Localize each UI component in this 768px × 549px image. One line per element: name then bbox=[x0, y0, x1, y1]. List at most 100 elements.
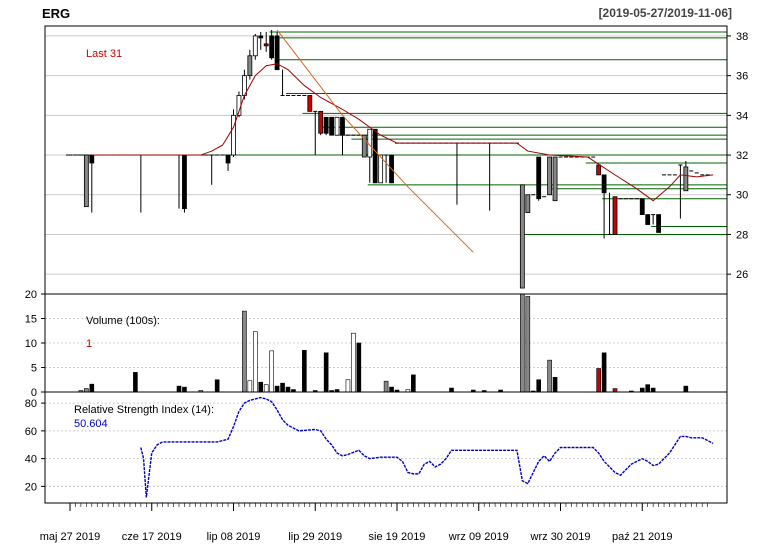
volume-bar bbox=[383, 380, 389, 393]
volume-bar bbox=[645, 384, 651, 393]
candle-body bbox=[683, 166, 689, 192]
rsi-tick-label: 20 bbox=[25, 481, 37, 493]
volume-bar bbox=[176, 385, 182, 393]
candle-body bbox=[252, 35, 258, 57]
candle-body bbox=[645, 214, 651, 225]
volume-bar bbox=[253, 331, 258, 393]
candle-body bbox=[656, 214, 661, 233]
volume-bar bbox=[242, 310, 247, 393]
volume-tick-label: 20 bbox=[25, 289, 37, 301]
candle-body bbox=[536, 156, 542, 200]
volume-bar bbox=[520, 293, 525, 393]
candle-body bbox=[182, 154, 187, 210]
volume-bar bbox=[182, 386, 187, 393]
candle-body bbox=[323, 116, 329, 134]
volume-bar bbox=[302, 350, 307, 393]
volume-bar bbox=[269, 350, 274, 393]
rsi-tick-label: 40 bbox=[25, 454, 37, 466]
rsi-label: Relative Strength Index (14): bbox=[74, 404, 214, 416]
price-tick-label: 36 bbox=[736, 71, 748, 83]
volume-bar bbox=[601, 352, 607, 393]
candle-body bbox=[329, 116, 335, 136]
volume-bar bbox=[345, 379, 351, 393]
candle-body bbox=[596, 164, 602, 176]
price-tick-label: 28 bbox=[736, 229, 748, 241]
candle-body bbox=[601, 174, 607, 194]
x-tick-label: wrz 30 2019 bbox=[530, 531, 591, 543]
date-range: [2019-05-27/2019-11-06] bbox=[598, 6, 732, 20]
volume-tick-label: 5 bbox=[31, 363, 37, 375]
volume-bar bbox=[285, 386, 291, 393]
volume-bar bbox=[552, 376, 558, 393]
volume-tick-label: 0 bbox=[31, 387, 37, 399]
volume-bar bbox=[449, 387, 454, 393]
volume-bar bbox=[612, 388, 618, 393]
volume-bar bbox=[214, 379, 220, 393]
volume-bar bbox=[525, 296, 531, 393]
price-tick-label: 30 bbox=[736, 190, 748, 202]
candle-body bbox=[83, 154, 89, 208]
volume-bar bbox=[323, 352, 329, 393]
trend-line bbox=[276, 29, 474, 253]
price-tick-label: 26 bbox=[736, 269, 748, 281]
candle-body bbox=[547, 156, 552, 196]
candle-body bbox=[519, 184, 525, 289]
candle-body bbox=[247, 55, 253, 77]
volume-bar bbox=[650, 387, 656, 393]
x-tick-label: paź 21 2019 bbox=[612, 531, 673, 543]
price-tick-label: 32 bbox=[736, 150, 748, 162]
rsi-tick-label: 60 bbox=[25, 426, 37, 438]
last-price-label: Last 31 bbox=[86, 48, 122, 60]
chart-title: ERG bbox=[42, 6, 71, 21]
candle-body bbox=[340, 116, 345, 136]
candle-body bbox=[225, 154, 231, 164]
candle-body bbox=[269, 35, 275, 59]
rsi-line bbox=[140, 396, 714, 498]
volume-bar bbox=[596, 368, 601, 393]
x-tick-label: lip 08 2019 bbox=[207, 531, 261, 543]
x-tick-label: sie 19 2019 bbox=[369, 531, 426, 543]
volume-label: Volume (100s): bbox=[86, 315, 160, 327]
volume-bar bbox=[280, 382, 285, 393]
x-tick-label: wrz 09 2019 bbox=[448, 531, 509, 543]
volume-bar bbox=[411, 374, 416, 393]
volume-tick-label: 10 bbox=[25, 338, 37, 350]
candle-body bbox=[525, 194, 531, 214]
candle-body bbox=[274, 35, 280, 71]
candle-body bbox=[307, 95, 313, 112]
volume-bar bbox=[389, 386, 394, 393]
candle-body bbox=[372, 128, 378, 184]
candle-body bbox=[231, 114, 236, 156]
volume-bar bbox=[84, 388, 89, 393]
candle-body bbox=[639, 198, 645, 215]
volume-bar bbox=[263, 384, 269, 393]
volume-bar bbox=[639, 387, 645, 393]
price-tick-label: 34 bbox=[736, 110, 748, 122]
volume-bar bbox=[547, 359, 552, 393]
candle-body bbox=[552, 156, 558, 202]
volume-bar bbox=[274, 385, 280, 393]
volume-bar bbox=[356, 342, 362, 393]
candle-body bbox=[89, 154, 95, 164]
volume-tick-label: 15 bbox=[25, 314, 37, 326]
volume-bar bbox=[133, 372, 138, 393]
volume-bar bbox=[89, 383, 95, 393]
moving-average-line bbox=[91, 63, 714, 202]
volume-bar bbox=[683, 385, 689, 393]
price-tick-label: 38 bbox=[736, 31, 748, 43]
rsi-tick-label: 80 bbox=[25, 398, 37, 410]
candle-body bbox=[334, 116, 340, 136]
volume-bar bbox=[536, 379, 542, 393]
candle-body bbox=[318, 110, 324, 134]
x-tick-label: lip 29 2019 bbox=[288, 531, 342, 543]
candle-body bbox=[258, 35, 264, 39]
x-tick-label: cze 17 2019 bbox=[122, 531, 182, 543]
volume-bar bbox=[258, 381, 264, 393]
candle-body bbox=[263, 43, 269, 47]
volume-value: 1 bbox=[86, 338, 92, 350]
volume-bar bbox=[351, 332, 356, 393]
candle-body bbox=[361, 134, 367, 158]
candle-body bbox=[378, 154, 384, 184]
x-tick-label: maj 27 2019 bbox=[40, 531, 101, 543]
